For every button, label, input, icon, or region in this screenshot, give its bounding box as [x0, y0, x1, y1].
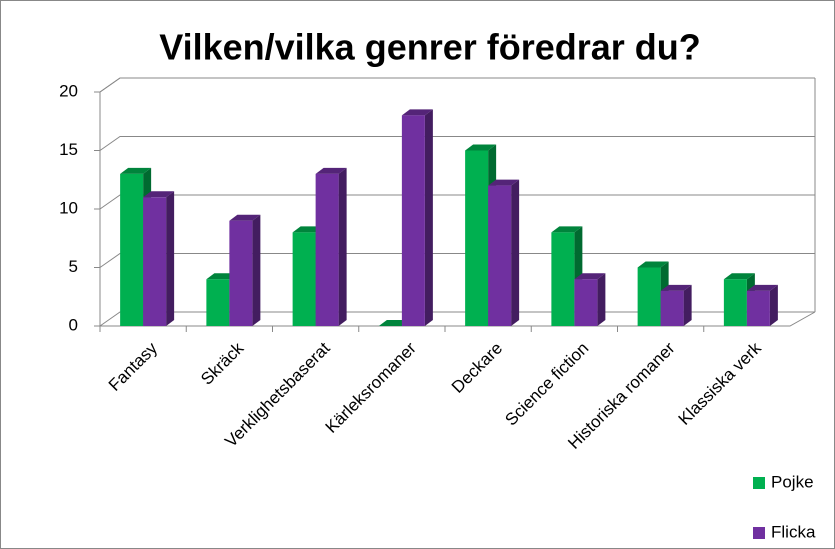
- bar-top: [401, 109, 433, 116]
- bar-top: [637, 261, 669, 268]
- bar: [401, 115, 425, 327]
- bar: [660, 290, 684, 326]
- y-tick-label: 15: [59, 140, 78, 159]
- chart-title: Vilken/vilka genrer föredrar du?: [159, 27, 701, 68]
- bar-top: [746, 284, 778, 291]
- grid-line: [99, 136, 815, 151]
- bar-side: [252, 214, 261, 326]
- bar: [206, 279, 230, 326]
- legend-label: Pojke: [771, 472, 814, 491]
- bar: [574, 279, 598, 326]
- bar-side: [338, 167, 347, 326]
- bar-top: [143, 191, 175, 198]
- bar-side: [166, 191, 175, 326]
- bar-top: [229, 214, 261, 221]
- bar-side: [424, 109, 433, 327]
- bar: [120, 173, 144, 326]
- bar-top: [315, 167, 347, 174]
- grid-line: [99, 77, 815, 93]
- bar-top: [660, 284, 692, 291]
- bar: [746, 290, 770, 326]
- grid-line: [99, 253, 815, 268]
- bar: [315, 173, 339, 326]
- y-tick-label: 10: [59, 198, 78, 217]
- legend-swatch: [753, 527, 765, 539]
- bar-side: [511, 179, 520, 326]
- bar: [292, 232, 316, 326]
- y-tick-label: 0: [69, 315, 78, 334]
- bar-top: [465, 144, 497, 151]
- bar: [465, 150, 489, 326]
- legend-label: Flicka: [771, 522, 816, 541]
- bar: [488, 185, 512, 326]
- y-tick-label: 5: [69, 257, 78, 276]
- bar: [143, 197, 167, 326]
- legend-swatch: [753, 477, 765, 489]
- bar: [551, 232, 575, 326]
- bar-side: [597, 273, 606, 326]
- bar-top: [574, 273, 606, 280]
- bar: [723, 279, 747, 326]
- bar-top: [723, 273, 755, 280]
- bar-top: [551, 226, 583, 233]
- bar-top: [120, 167, 152, 174]
- y-tick-label: 20: [59, 81, 78, 100]
- bar: [229, 220, 253, 326]
- grid-line: [99, 194, 815, 210]
- bar: [637, 267, 661, 326]
- bar-side: [769, 284, 778, 326]
- bar-side: [683, 284, 692, 326]
- bar-top: [488, 179, 520, 186]
